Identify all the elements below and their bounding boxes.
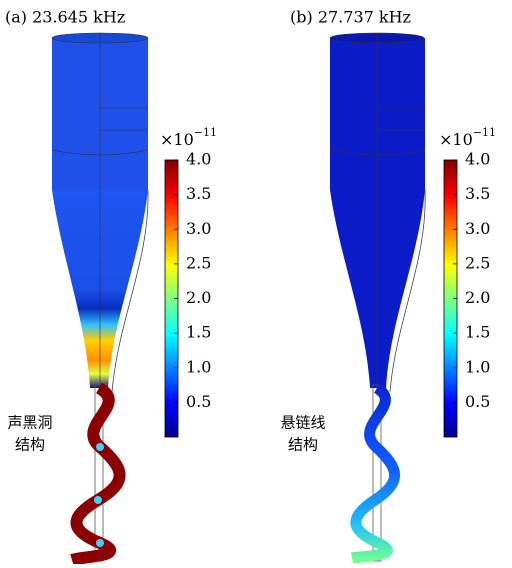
tick-label: 1.5 xyxy=(186,323,211,342)
tick-label: 3.5 xyxy=(465,184,490,203)
tick-label: 3.5 xyxy=(186,184,211,203)
tick-label: 4.0 xyxy=(465,150,490,169)
colorbar-scale: ×10−11 xyxy=(439,126,496,149)
figure: (a) 23.645 kHz声黑洞结构×10−114.03.53.02.52.0… xyxy=(0,0,512,564)
tick-label: 1.5 xyxy=(465,323,490,342)
annotation: 结构 xyxy=(288,436,318,454)
scale-exponent: −11 xyxy=(194,126,217,139)
tick-label: 4.0 xyxy=(186,150,211,169)
panel-label: (a) 23.645 kHz xyxy=(5,8,125,27)
tick-label: 2.0 xyxy=(465,288,490,307)
panel-b-model xyxy=(330,33,425,561)
annotation: 悬链线 xyxy=(280,414,325,432)
panel-label: (b) 27.737 kHz xyxy=(290,8,411,27)
annotation: 声黑洞 xyxy=(7,414,52,432)
tick-label: 3.0 xyxy=(186,219,211,238)
tick-label: 0.5 xyxy=(465,392,490,411)
tick-label: 1.0 xyxy=(465,357,490,376)
tick-label: 2.5 xyxy=(465,253,490,272)
tick-label: 1.0 xyxy=(186,357,211,376)
tick-label: 3.0 xyxy=(465,219,490,238)
tick-label: 2.5 xyxy=(186,253,211,272)
scale-base: ×10 xyxy=(160,130,194,149)
tick-label: 2.0 xyxy=(186,288,211,307)
colorbar-scale: ×10−11 xyxy=(160,126,217,149)
panel-a-model xyxy=(52,33,148,561)
scale-exponent: −11 xyxy=(473,126,496,139)
scale-base: ×10 xyxy=(439,130,473,149)
tick-label: 0.5 xyxy=(186,392,211,411)
annotation: 结构 xyxy=(15,436,45,454)
